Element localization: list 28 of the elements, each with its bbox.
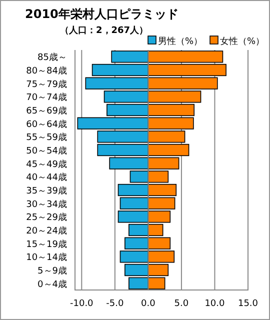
legend-label: 男性（%）: [158, 36, 203, 47]
y-tick-label: 0～4歳: [38, 278, 67, 290]
x-tick-label: 0.0: [141, 299, 156, 309]
legend-label: 女性（%）: [220, 36, 265, 47]
x-tick-label: -10.0: [70, 299, 94, 309]
y-tick-label: 85歳～: [38, 52, 67, 64]
y-tick-label: 5～9歳: [38, 266, 67, 276]
y-tick-label: 80～84歳: [26, 66, 67, 76]
y-tick-label: 75～79歳: [26, 78, 67, 90]
x-tick-label: 10.0: [204, 299, 226, 309]
y-tick-label: 45～49歳: [26, 158, 67, 170]
y-tick-label: 25～29歳: [26, 212, 67, 224]
x-tick-label: 5.0: [174, 299, 189, 309]
y-tick-label: 50～54歳: [26, 146, 67, 156]
y-tick-label: 30～34歳: [26, 198, 67, 210]
y-tick-label: 10～14歳: [26, 252, 67, 264]
y-tick-label: 40～44歳: [26, 172, 67, 184]
y-tick-label: 35～39歳: [26, 186, 67, 196]
x-tick-label: 15.0: [238, 299, 258, 309]
y-tick-label: 70～74歳: [26, 92, 67, 104]
y-tick-label: 60～64歳: [26, 118, 67, 130]
chart-subtitle: （人口：2，267人）: [60, 25, 148, 36]
y-tick-label: 15～19歳: [26, 238, 67, 250]
y-tick-label: 55～59歳: [26, 132, 67, 144]
y-tick-label: 20～24歳: [26, 226, 67, 236]
x-tick-label: -5.0: [106, 299, 124, 309]
chart-title: 2010年栄村人口ピラミッド: [25, 7, 178, 21]
y-tick-label: 65～69歳: [26, 106, 67, 116]
